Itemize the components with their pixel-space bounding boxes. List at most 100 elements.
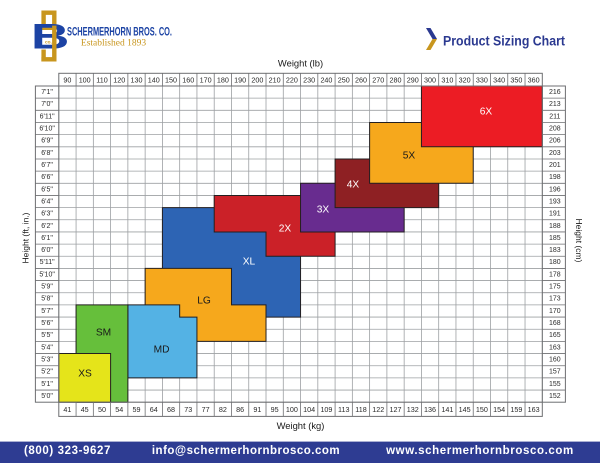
svg-text:310: 310: [441, 76, 453, 85]
svg-text:MD: MD: [154, 345, 170, 356]
svg-text:140: 140: [148, 76, 160, 85]
svg-text:183: 183: [549, 247, 561, 254]
svg-text:270: 270: [372, 76, 384, 85]
svg-text:73: 73: [184, 405, 192, 414]
svg-text:B: B: [31, 16, 69, 56]
svg-text:90: 90: [63, 76, 71, 85]
svg-text:www.schermerhornbrosco.com: www.schermerhornbrosco.com: [385, 445, 574, 457]
svg-text:132: 132: [407, 405, 419, 414]
svg-text:350: 350: [510, 76, 522, 85]
svg-text:109: 109: [320, 405, 332, 414]
svg-text:127: 127: [390, 405, 402, 414]
svg-text:4X: 4X: [347, 180, 360, 191]
svg-text:152: 152: [549, 393, 561, 400]
svg-text:5'2": 5'2": [41, 369, 53, 376]
svg-text:100: 100: [79, 76, 91, 85]
svg-text:3X: 3X: [317, 205, 330, 216]
svg-text:175: 175: [549, 284, 561, 291]
svg-text:190: 190: [234, 76, 246, 85]
svg-text:LG: LG: [197, 296, 211, 307]
svg-text:5'3": 5'3": [41, 357, 53, 364]
svg-text:5'11": 5'11": [40, 259, 55, 266]
svg-text:50: 50: [98, 405, 106, 414]
svg-text:290: 290: [407, 76, 419, 85]
svg-text:68: 68: [167, 405, 175, 414]
svg-text:150: 150: [476, 405, 488, 414]
svg-text:118: 118: [355, 405, 366, 414]
svg-text:6'2": 6'2": [41, 223, 53, 230]
svg-text:Height (ft, in.): Height (ft, in.): [21, 212, 31, 263]
svg-text:360: 360: [528, 76, 540, 85]
svg-text:213: 213: [549, 101, 561, 108]
svg-text:220: 220: [286, 76, 298, 85]
svg-text:86: 86: [236, 405, 244, 414]
svg-text:300: 300: [424, 76, 436, 85]
svg-text:Height (cm): Height (cm): [574, 219, 584, 263]
svg-text:5'1": 5'1": [41, 381, 53, 388]
svg-text:2X: 2X: [279, 224, 292, 235]
svg-text:6'10": 6'10": [39, 125, 55, 132]
svg-text:5'7": 5'7": [41, 308, 53, 315]
svg-text:100: 100: [286, 405, 298, 414]
svg-text:200: 200: [251, 76, 263, 85]
svg-text:155: 155: [549, 381, 561, 388]
svg-text:5X: 5X: [403, 151, 416, 162]
svg-text:77: 77: [202, 405, 210, 414]
svg-text:211: 211: [549, 113, 560, 120]
svg-text:208: 208: [549, 125, 561, 132]
svg-text:154: 154: [493, 405, 505, 414]
svg-text:6'6": 6'6": [41, 174, 53, 181]
svg-text:Weight (lb): Weight (lb): [278, 58, 323, 69]
svg-text:64: 64: [150, 405, 158, 414]
svg-text:5'4": 5'4": [41, 344, 53, 351]
svg-text:82: 82: [219, 405, 227, 414]
svg-text:5'6": 5'6": [41, 320, 53, 327]
svg-text:91: 91: [253, 405, 261, 414]
svg-text:145: 145: [459, 405, 471, 414]
svg-text:163: 163: [528, 405, 540, 414]
svg-text:159: 159: [510, 405, 522, 414]
svg-text:41: 41: [63, 405, 71, 414]
svg-text:168: 168: [549, 320, 561, 327]
svg-text:180: 180: [217, 76, 229, 85]
svg-text:170: 170: [549, 308, 561, 315]
svg-text:6'4": 6'4": [41, 198, 53, 205]
svg-text:104: 104: [303, 405, 315, 414]
svg-text:196: 196: [549, 186, 561, 193]
svg-text:136: 136: [424, 405, 436, 414]
svg-text:co.: co.: [45, 40, 52, 45]
svg-text:(800) 323-9627: (800) 323-9627: [24, 445, 111, 457]
svg-text:216: 216: [549, 89, 561, 96]
svg-text:6'9": 6'9": [41, 138, 53, 145]
svg-text:6'11": 6'11": [40, 113, 55, 120]
svg-text:59: 59: [133, 405, 141, 414]
svg-text:173: 173: [549, 296, 561, 303]
svg-text:203: 203: [549, 150, 561, 157]
svg-text:6'8": 6'8": [41, 150, 53, 157]
svg-text:206: 206: [549, 138, 561, 145]
svg-text:5'0": 5'0": [41, 393, 53, 400]
svg-text:7'0": 7'0": [41, 101, 53, 108]
svg-text:163: 163: [549, 344, 561, 351]
svg-text:178: 178: [549, 271, 561, 278]
svg-text:6'7": 6'7": [41, 162, 53, 169]
svg-text:XL: XL: [243, 257, 256, 268]
svg-text:130: 130: [131, 76, 143, 85]
svg-text:260: 260: [355, 76, 367, 85]
svg-text:Established 1893: Established 1893: [81, 39, 146, 49]
svg-text:SM: SM: [96, 328, 111, 339]
svg-text:info@schermerhornbrosco.com: info@schermerhornbrosco.com: [152, 445, 340, 457]
svg-text:6'3": 6'3": [41, 211, 53, 218]
svg-text:45: 45: [81, 405, 89, 414]
svg-text:160: 160: [549, 357, 561, 364]
svg-text:160: 160: [182, 76, 194, 85]
svg-text:113: 113: [338, 405, 349, 414]
svg-text:180: 180: [549, 259, 561, 266]
svg-text:95: 95: [271, 405, 279, 414]
svg-text:6'1": 6'1": [41, 235, 53, 242]
svg-text:122: 122: [372, 405, 384, 414]
svg-text:5'8": 5'8": [41, 296, 53, 303]
svg-text:240: 240: [320, 76, 332, 85]
svg-text:165: 165: [549, 332, 561, 339]
svg-text:193: 193: [549, 198, 561, 205]
